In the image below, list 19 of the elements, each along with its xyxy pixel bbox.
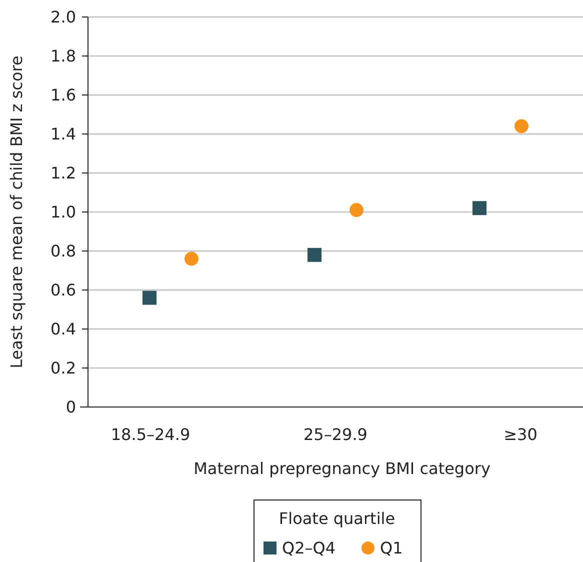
y-tick-label: 0.6: [50, 280, 76, 300]
y-tick-label: 1.4: [50, 124, 76, 144]
y-tick-label: 0.8: [50, 242, 76, 261]
y-tick-label: 1.8: [50, 46, 76, 66]
x-axis-title: Maternal prepregnancy BMI category: [194, 459, 490, 478]
legend-label: Q1: [380, 538, 403, 558]
y-axis-title: Least square mean of child BMI z score: [7, 56, 26, 368]
legend-label: Q2–Q4: [282, 538, 336, 558]
x-tick-label: 25–29.9: [304, 425, 368, 444]
y-tick-label: 0: [66, 398, 76, 417]
y-tick-label: 0.2: [50, 358, 76, 378]
x-tick-label: 18.5–24.9: [110, 425, 190, 444]
y-tick-label: 1.6: [50, 86, 76, 105]
x-tick-label: ≥30: [504, 425, 538, 444]
y-tick-label: 1.0: [50, 202, 76, 222]
legend-title: Floate quartile: [278, 509, 396, 528]
y-tick-label: 1.2: [50, 164, 76, 183]
y-tick-label: 2.0: [50, 8, 76, 27]
y-tick-label: 0.4: [50, 320, 76, 339]
